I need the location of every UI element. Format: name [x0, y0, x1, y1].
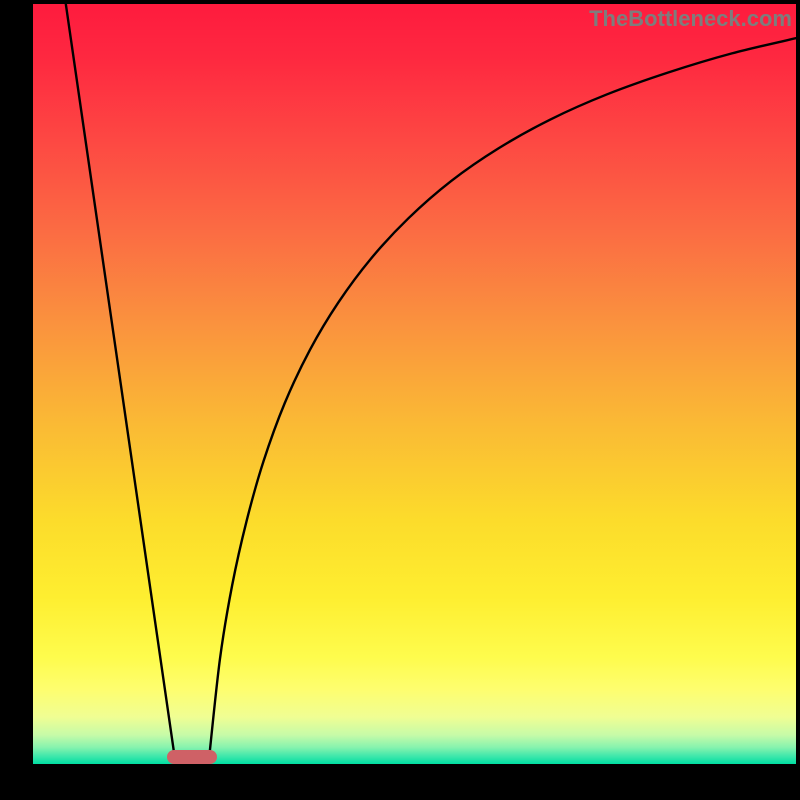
chart-curves	[33, 4, 796, 764]
bottleneck-marker	[167, 750, 217, 764]
watermark-text: TheBottleneck.com	[589, 6, 792, 32]
chart-container: TheBottleneck.com	[0, 0, 800, 800]
plot-area	[33, 4, 796, 764]
